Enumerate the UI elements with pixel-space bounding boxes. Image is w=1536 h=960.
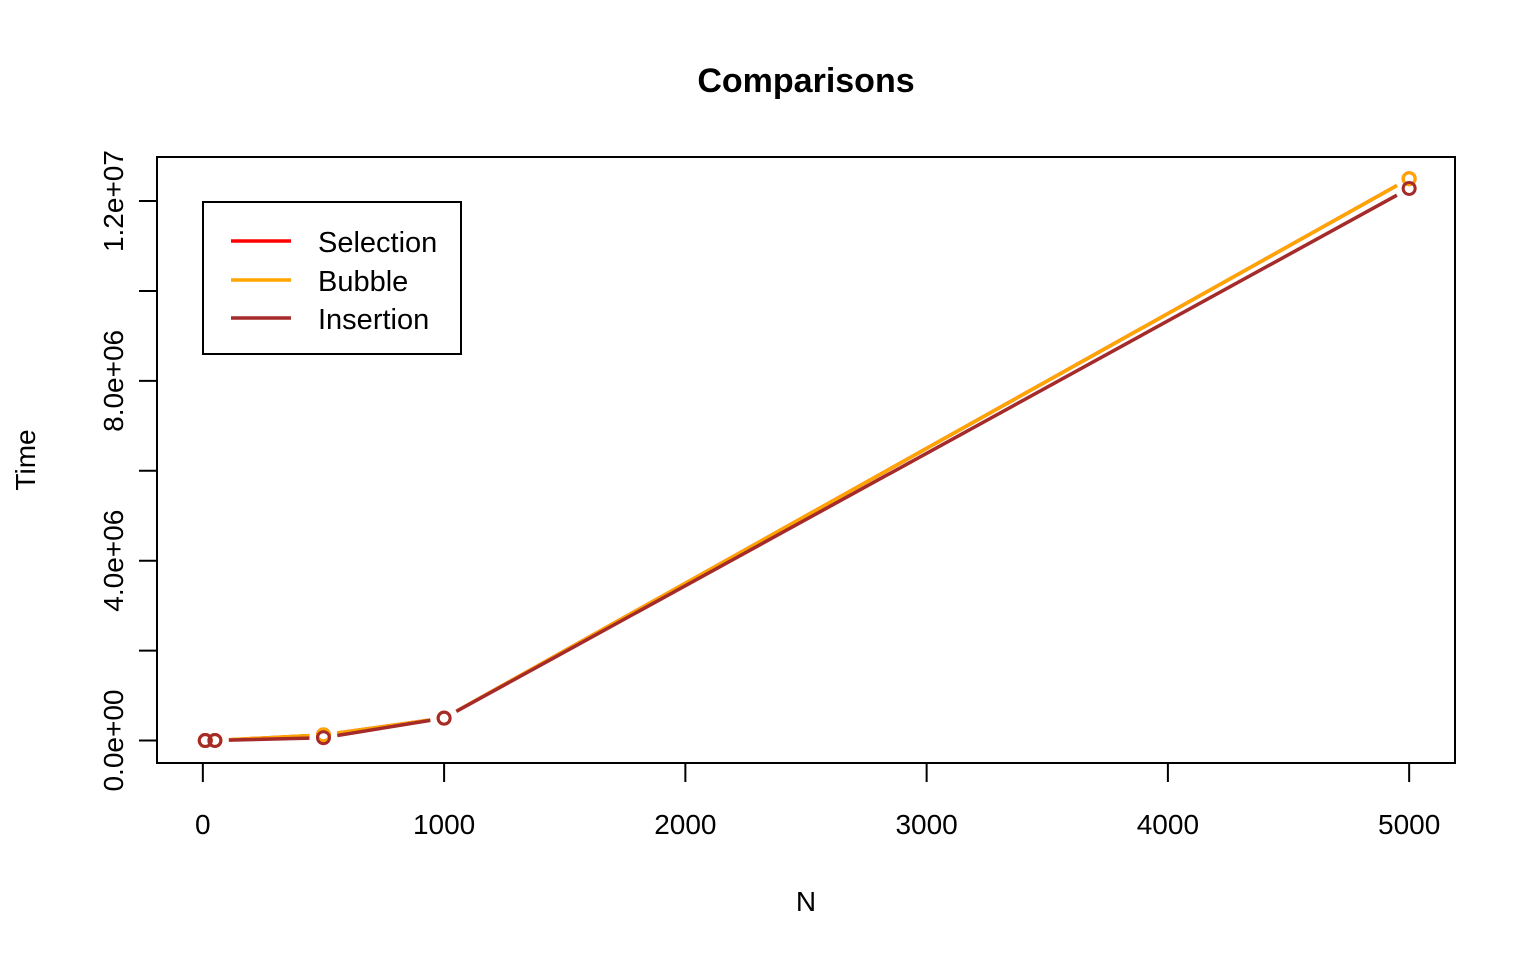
x-axis-label: N xyxy=(796,886,816,917)
data-point xyxy=(436,710,452,726)
series-line-segment xyxy=(337,718,431,738)
legend-label-bubble: Bubble xyxy=(318,266,408,298)
x-tick-label: 3000 xyxy=(895,809,957,840)
series-layer xyxy=(197,171,1417,749)
y-tick-label: 4.0e+06 xyxy=(98,510,129,612)
data-point xyxy=(1401,180,1417,196)
data-point xyxy=(207,732,223,748)
data-point xyxy=(1401,171,1417,187)
legend-label-insertion: Insertion xyxy=(318,304,429,336)
x-tick-label: 1000 xyxy=(413,809,475,840)
legend-label-selection: Selection xyxy=(318,227,437,259)
y-axis-label: Time xyxy=(10,429,41,490)
x-axis: 0 1000 2000 3000 4000 5000 xyxy=(195,762,1440,840)
y-tick-label: 8.0e+06 xyxy=(98,330,129,432)
legend: Selection Bubble Insertion xyxy=(202,201,462,355)
series-line-segment xyxy=(228,736,310,742)
x-tick-label: 0 xyxy=(195,809,211,840)
series-line-segment xyxy=(455,193,1398,713)
data-point xyxy=(197,733,213,749)
x-tick-label: 2000 xyxy=(654,809,716,840)
x-tick-label: 5000 xyxy=(1378,809,1440,840)
data-point xyxy=(315,730,331,746)
x-tick-label: 4000 xyxy=(1137,809,1199,840)
legend-box xyxy=(202,201,462,355)
series-insertion xyxy=(197,180,1417,749)
y-tick-label: 1.2e+07 xyxy=(98,150,129,252)
y-tick-label: 0.0e+00 xyxy=(98,690,129,792)
y-axis: 0.0e+00 4.0e+06 8.0e+06 1.2e+07 xyxy=(98,150,158,792)
chart-title: Comparisons xyxy=(697,62,914,100)
